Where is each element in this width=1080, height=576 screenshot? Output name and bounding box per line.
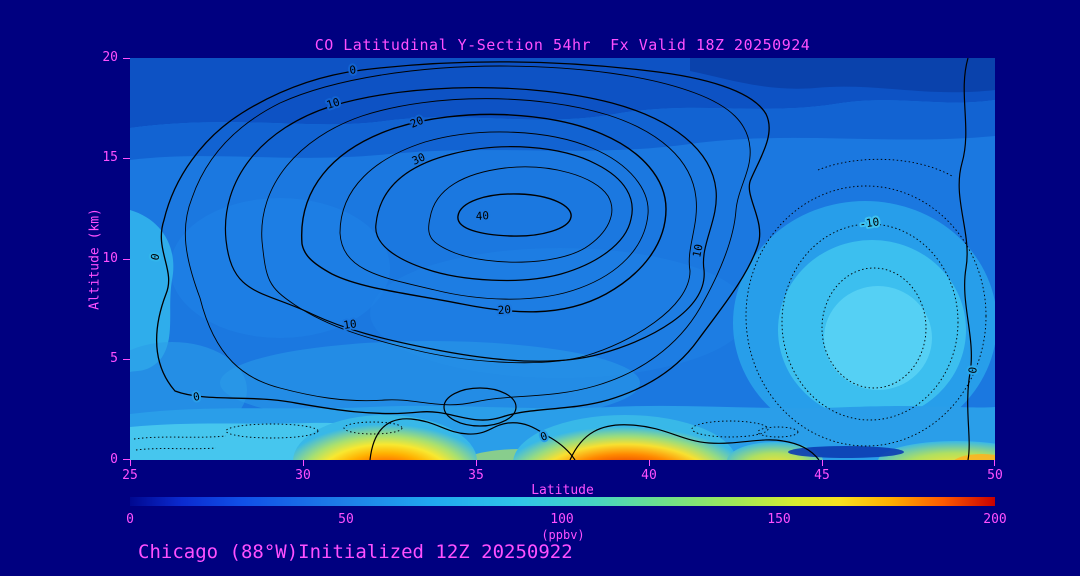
x-tick-mark (649, 460, 650, 466)
y-tick-mark (123, 359, 130, 360)
contour-dotted-bottomleft-a (225, 423, 319, 439)
y-tick-mark (123, 158, 130, 159)
contour-label: 20 (497, 303, 511, 317)
contour-40 (457, 193, 572, 237)
surface-plume-lat32 (293, 415, 477, 460)
contour-label: 10 (343, 317, 358, 332)
contour-surface-right-0 (569, 424, 820, 460)
contour-dotted-bottomleft-d (135, 447, 217, 451)
contour-35 (428, 166, 613, 263)
contour-15 (261, 98, 697, 364)
x-axis-label: Latitude (531, 483, 594, 498)
negative-anomaly-cyan-core (824, 286, 932, 390)
contour-neg10-dotted (781, 223, 959, 421)
contour-30 (375, 146, 633, 282)
colorbar-units: (ppbv) (541, 528, 585, 542)
contour-dotted-bottommid-b (757, 426, 799, 438)
x-tick-label: 35 (468, 468, 484, 483)
contour-label: 40 (475, 209, 489, 223)
init-footer: Chicago (88°W)Initialized 12Z 20250922 (138, 541, 573, 563)
contour-neg5-dotted (745, 185, 987, 447)
contour-label: 10 (690, 243, 705, 259)
contour-neg15-dotted (821, 267, 927, 389)
colorbar-tick-label: 100 (550, 512, 574, 527)
field-upper-transition (130, 100, 995, 160)
colorbar-tick-label: 150 (767, 512, 791, 527)
colorbar-tick-label: 200 (983, 512, 1007, 527)
y-tick-label: 5 (110, 351, 118, 366)
contour-dotted-bottomleft-c (133, 435, 227, 440)
x-tick-label: 40 (641, 468, 657, 483)
contour-25 (339, 131, 649, 300)
x-tick-mark (476, 460, 477, 466)
x-tick-label: 30 (295, 468, 311, 483)
x-tick-label: 45 (814, 468, 830, 483)
surface-navy-streak (788, 446, 904, 458)
chart-title: CO Latitudinal Y-Section 54hr Fx Valid 1… (314, 36, 811, 54)
y-tick-label: 0 (110, 452, 118, 467)
surface-orange-corner (954, 454, 995, 460)
y-tick-label: 20 (102, 50, 118, 65)
field-patch (220, 341, 640, 425)
contour-dotted-bottomleft-b (343, 421, 403, 435)
contour-surface-left-0 (369, 418, 576, 460)
contour-label: -10 (859, 215, 880, 231)
contour-surface-closed-loop (443, 387, 517, 427)
x-tick-label: 50 (987, 468, 1003, 483)
y-tick-label: 15 (102, 150, 118, 165)
x-tick-mark (130, 460, 131, 466)
contour-label: 10 (325, 95, 342, 111)
y-tick-mark (123, 58, 130, 59)
contour-dotted-bottommid (691, 420, 769, 438)
contour-20 (301, 113, 667, 313)
field-patch (170, 198, 390, 338)
x-tick-mark (303, 460, 304, 466)
field-topright-darker (690, 58, 995, 93)
y-tick-label: 10 (102, 251, 118, 266)
y-tick-mark (123, 259, 130, 260)
contour-5 (184, 65, 751, 406)
contour-right-edge-0 (958, 58, 972, 460)
x-tick-mark (822, 460, 823, 466)
filled-contour-field (130, 58, 995, 460)
colorbar-tick-label: 50 (338, 512, 354, 527)
x-tick-label: 25 (122, 468, 138, 483)
y-axis-label: Altitude (km) (87, 208, 103, 310)
contour-10 (224, 87, 717, 362)
y-tick-mark (123, 459, 130, 460)
x-tick-mark (994, 460, 995, 466)
surface-warm-right-edge (878, 441, 995, 460)
colorbar-tick-label: 0 (126, 512, 134, 527)
colorbar (130, 497, 995, 506)
contour-lines (133, 58, 987, 460)
surface-plume-lat39 (513, 415, 737, 460)
contour-plot: 0 0 0 0 0 10 10 10 20 20 30 40 -10 (130, 58, 995, 460)
